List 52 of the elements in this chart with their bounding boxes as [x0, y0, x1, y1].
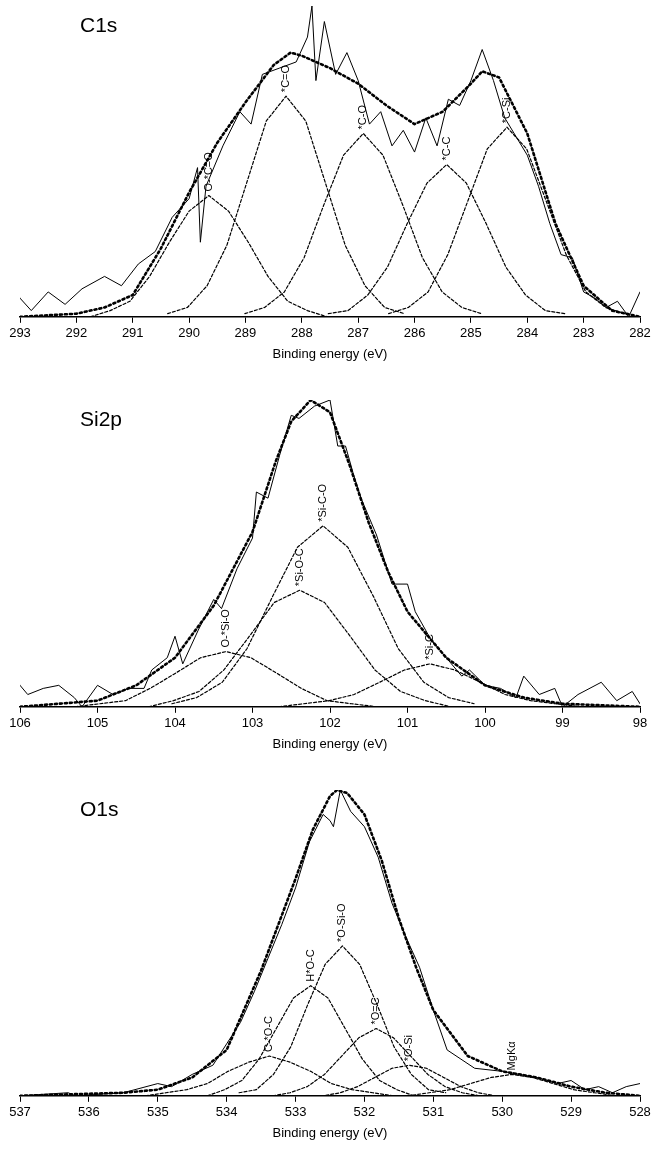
annotation: MgKα: [504, 1040, 517, 1071]
x-tick-label: 106: [9, 715, 31, 731]
annotation: O-*C=O: [201, 151, 214, 192]
x-axis-title: Binding energy (eV): [272, 1124, 388, 1140]
x-tick-label: 537: [9, 1104, 31, 1120]
annotation: *Si-O-C: [292, 548, 305, 587]
x-tick-label: 532: [353, 1104, 376, 1120]
annotation: *C=O: [279, 64, 292, 93]
x-tick-label: 104: [164, 715, 186, 731]
x-tick-label: 287: [347, 325, 370, 341]
x-tick-label: 286: [403, 325, 426, 341]
annotation: *C-Si: [500, 97, 513, 124]
chart-title: Si2p: [80, 407, 123, 431]
annotation: C-*O-C: [262, 1015, 275, 1053]
x-tick-label: 291: [121, 325, 144, 341]
x-tick-label: 105: [86, 715, 109, 731]
x-axis-title: Binding energy (eV): [272, 345, 388, 361]
x-tick-label: 98: [632, 715, 648, 731]
annotation: *Si-C: [423, 634, 436, 660]
x-tick-label: 285: [460, 325, 482, 341]
chart-title: C1s: [80, 13, 118, 37]
x-tick-label: 531: [422, 1104, 445, 1120]
annotation: O-*Si-O: [219, 608, 232, 648]
x-tick-label: 529: [560, 1104, 582, 1120]
x-tick-label: 103: [241, 715, 264, 731]
x-tick-label: 284: [516, 325, 539, 341]
x-tick-label: 102: [319, 715, 341, 731]
annotation: H*O-C: [303, 949, 316, 982]
x-tick-label: 100: [474, 715, 496, 731]
x-tick-label: 533: [284, 1104, 307, 1120]
x-tick-label: 282: [629, 325, 651, 341]
x-tick-label: 283: [572, 325, 595, 341]
annotation: *O-Si: [402, 1034, 415, 1062]
x-tick-label: 288: [290, 325, 313, 341]
annotation: *Si-C-O: [316, 483, 329, 522]
x-tick-label: 290: [178, 325, 200, 341]
annotation: *O=C: [369, 997, 382, 1025]
x-tick-label: 293: [9, 325, 31, 341]
x-tick-label: 528: [629, 1104, 651, 1120]
annotation: *O-Si-O: [335, 903, 348, 942]
x-tick-label: 536: [78, 1104, 100, 1120]
x-tick-label: 99: [555, 715, 570, 731]
x-tick-label: 289: [234, 325, 257, 341]
x-tick-label: 534: [215, 1104, 238, 1120]
annotation: *C-O: [356, 104, 369, 130]
annotation: *C-C: [439, 136, 452, 161]
x-tick-label: 530: [491, 1104, 514, 1120]
x-tick-label: 535: [146, 1104, 169, 1120]
chart-title: O1s: [80, 797, 119, 821]
x-axis-title: Binding energy (eV): [272, 735, 388, 751]
x-tick-label: 292: [65, 325, 88, 341]
x-tick-label: 101: [396, 715, 419, 731]
